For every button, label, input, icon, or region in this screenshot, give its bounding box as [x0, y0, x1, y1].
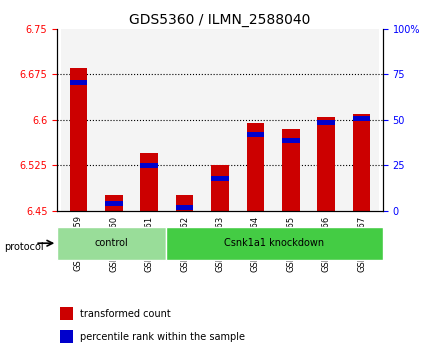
Text: transformed count: transformed count: [80, 309, 171, 319]
Bar: [96, 29, 132, 211]
Text: protocol: protocol: [4, 242, 44, 252]
Bar: [105, 195, 123, 211]
Bar: [211, 165, 229, 211]
Bar: [167, 29, 202, 211]
Bar: [317, 120, 335, 125]
Bar: [238, 29, 273, 211]
Bar: [70, 80, 87, 85]
Bar: [246, 132, 264, 137]
FancyBboxPatch shape: [57, 227, 166, 260]
Bar: [282, 129, 300, 211]
Bar: [140, 153, 158, 211]
Bar: [176, 205, 194, 210]
Bar: [353, 116, 370, 121]
Bar: [273, 29, 308, 211]
Bar: [60, 307, 73, 320]
Bar: [60, 330, 73, 343]
Bar: [70, 68, 87, 211]
Bar: [246, 123, 264, 211]
Bar: [282, 138, 300, 143]
Bar: [132, 29, 167, 211]
Text: control: control: [95, 238, 128, 248]
Bar: [353, 114, 370, 211]
Title: GDS5360 / ILMN_2588040: GDS5360 / ILMN_2588040: [129, 13, 311, 26]
Text: Csnk1a1 knockdown: Csnk1a1 knockdown: [224, 238, 324, 248]
Bar: [176, 195, 194, 211]
Bar: [317, 117, 335, 211]
Bar: [61, 29, 96, 211]
Bar: [105, 201, 123, 206]
Bar: [344, 29, 379, 211]
Bar: [308, 29, 344, 211]
Text: percentile rank within the sample: percentile rank within the sample: [80, 332, 245, 342]
Bar: [202, 29, 238, 211]
Bar: [211, 176, 229, 181]
FancyBboxPatch shape: [166, 227, 383, 260]
Bar: [140, 163, 158, 168]
